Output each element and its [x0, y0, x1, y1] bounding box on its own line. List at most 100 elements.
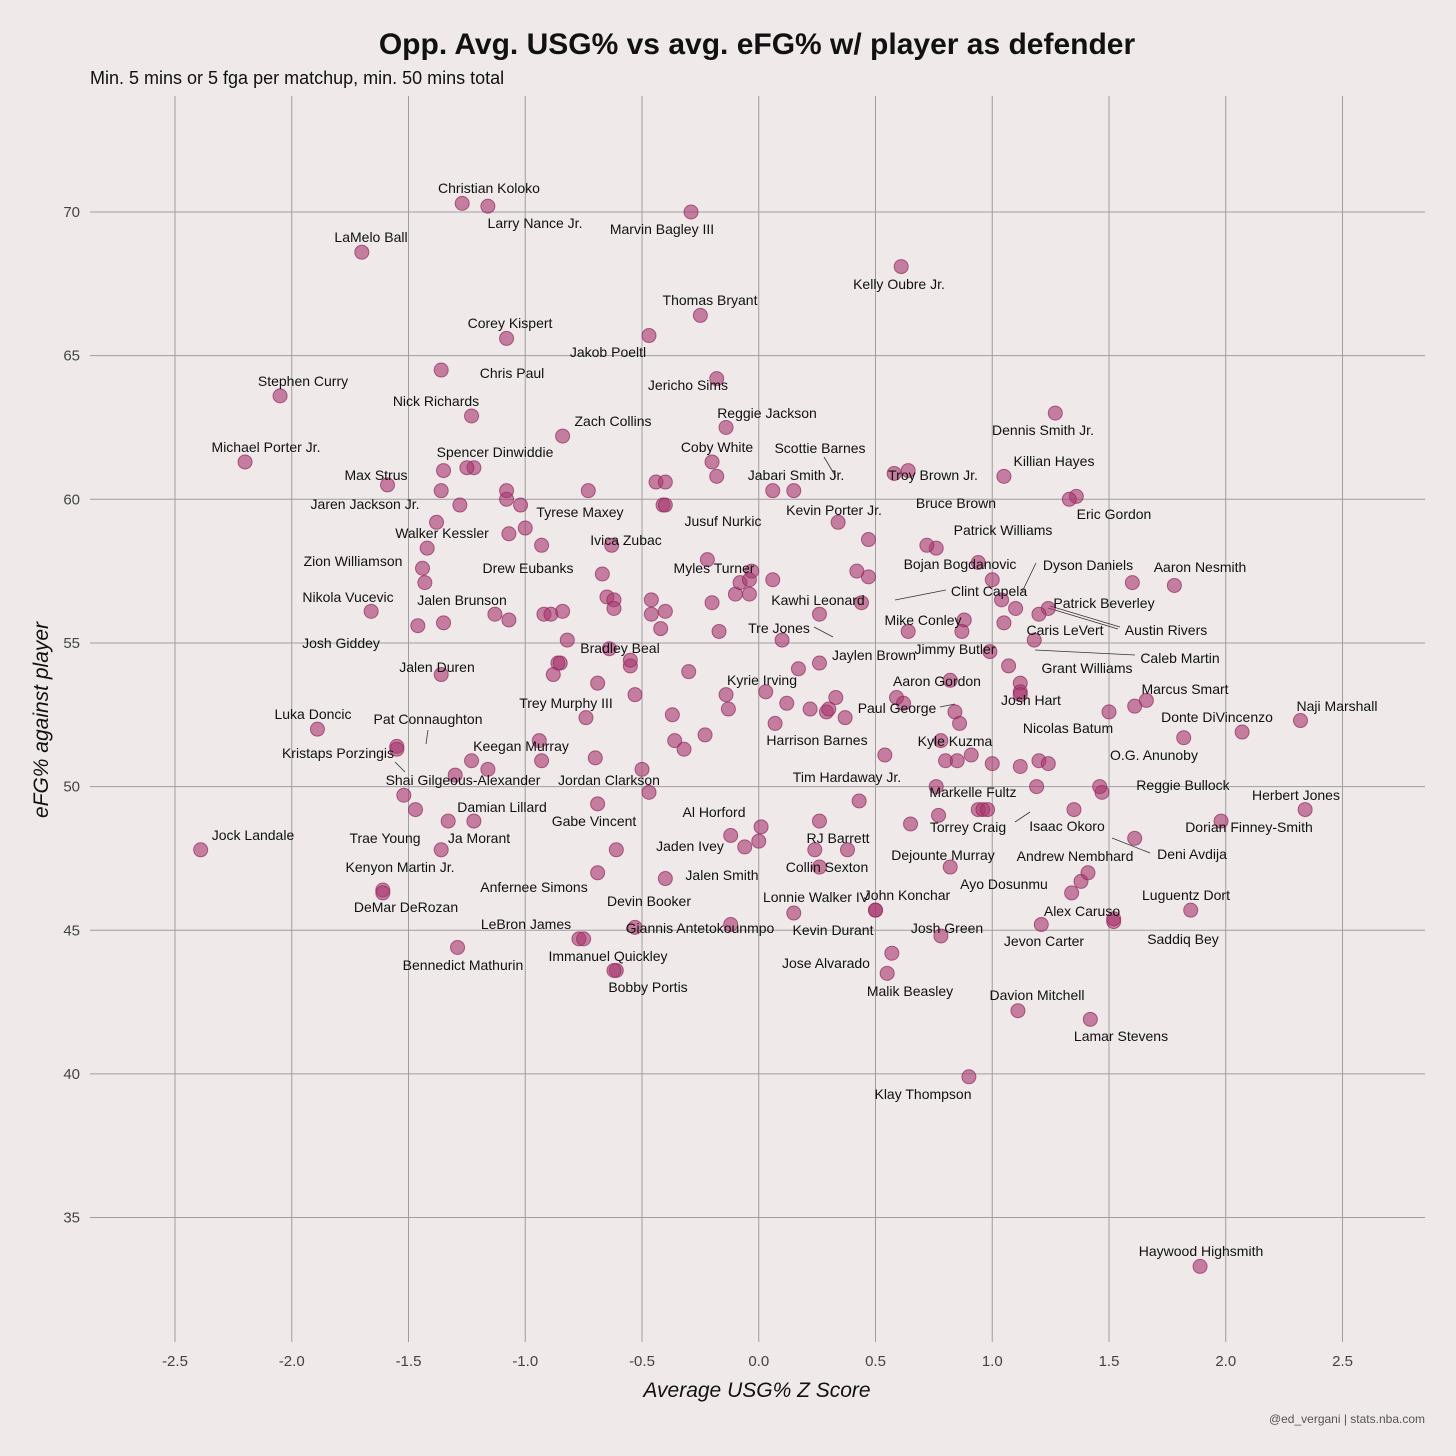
point-label: Anfernee Simons — [480, 879, 587, 895]
point-label: Immanuel Quickley — [548, 948, 667, 964]
point-label: Caleb Martin — [1140, 650, 1219, 666]
point-label: Nikola Vucevic — [302, 589, 393, 605]
data-point — [499, 491, 515, 507]
data-point — [931, 807, 947, 823]
data-point — [1213, 813, 1229, 829]
data-point — [534, 537, 550, 553]
data-point — [942, 859, 958, 875]
data-point — [487, 606, 503, 622]
point-label: Klay Thompson — [874, 1086, 971, 1102]
point-label: Coby White — [681, 439, 754, 455]
data-point — [683, 204, 699, 220]
y-tick-label: 40 — [63, 1066, 80, 1083]
data-point — [1064, 885, 1080, 901]
point-label: Pat Connaughton — [374, 711, 483, 727]
point-label: Michael Porter Jr. — [212, 439, 321, 455]
x-tick-label: 2.0 — [1215, 1353, 1236, 1370]
x-axis-ticks: -2.5 -2.0 -1.5 -1.0 -0.5 0.0 0.5 1.0 1.5 2.0 2.5 — [162, 1353, 1353, 1370]
data-point — [354, 244, 370, 260]
point-label: Jaylen Brown — [832, 647, 916, 663]
point-label: Kevin Durant — [793, 922, 874, 938]
label-leader-line — [1021, 562, 1037, 593]
data-point — [622, 652, 638, 668]
data-point — [933, 733, 949, 749]
point-label: Kawhi Leonard — [771, 592, 864, 608]
point-label: Thomas Bryant — [663, 292, 758, 308]
data-point — [436, 615, 452, 631]
data-point — [737, 839, 753, 855]
point-label: Devin Booker — [607, 893, 691, 909]
point-label: Jusuf Nurkic — [684, 513, 761, 529]
label-leader-line — [1014, 811, 1031, 823]
data-point — [627, 687, 643, 703]
point-label: Jakob Poeltl — [570, 344, 646, 360]
data-point — [839, 842, 855, 858]
point-label: Austin Rivers — [1125, 622, 1207, 638]
point-label: Spencer Dinwiddie — [437, 444, 554, 460]
data-point — [531, 733, 547, 749]
data-point — [419, 540, 435, 556]
point-label: Kenyon Martin Jr. — [346, 859, 455, 875]
point-label: Jalen Smith — [685, 867, 758, 883]
point-label: Troy Brown Jr. — [888, 467, 978, 483]
data-point — [949, 753, 965, 769]
data-point — [415, 560, 431, 576]
data-point — [942, 672, 958, 688]
data-point — [851, 793, 867, 809]
point-label: Giannis Antetokounmpo — [626, 920, 775, 936]
point-label: Bobby Portis — [608, 979, 687, 995]
point-label: Isaac Okoro — [1029, 818, 1105, 834]
x-tick-label: 0.5 — [865, 1353, 886, 1370]
data-point — [711, 623, 727, 639]
point-label: Jericho Sims — [648, 377, 728, 393]
y-tick-label: 50 — [63, 779, 80, 796]
data-point — [447, 767, 463, 783]
data-point — [1012, 687, 1028, 703]
point-label: Dorian Finney-Smith — [1185, 819, 1313, 835]
data-point — [466, 813, 482, 829]
point-label: Jalen Duren — [399, 659, 475, 675]
data-point — [454, 195, 470, 211]
data-point — [709, 371, 725, 387]
point-label: LaMelo Ball — [334, 229, 407, 245]
point-label: Kevin Porter Jr. — [786, 502, 882, 518]
data-point — [657, 497, 673, 513]
data-point — [980, 802, 996, 818]
data-point — [576, 931, 592, 947]
data-point — [606, 600, 622, 616]
data-point — [1192, 1258, 1208, 1274]
data-point — [811, 606, 827, 622]
point-label: Trey Murphy III — [519, 695, 613, 711]
data-point — [1040, 756, 1056, 772]
point-label: Jalen Brunson — [417, 592, 507, 608]
point-label: Lonnie Walker IV — [763, 889, 870, 905]
point-label: Josh Giddey — [302, 635, 380, 651]
data-point — [436, 463, 452, 479]
leader-lines — [394, 456, 1151, 854]
chart-title: Opp. Avg. USG% vs avg. eFG% w/ player as… — [379, 28, 1136, 61]
data-point — [1001, 658, 1017, 674]
data-point — [765, 572, 781, 588]
data-point — [657, 871, 673, 887]
point-label: Kelly Oubre Jr. — [853, 276, 945, 292]
point-label: Stephen Curry — [258, 373, 348, 389]
data-point — [1124, 575, 1140, 591]
y-tick-label: 60 — [63, 491, 80, 508]
data-point — [779, 695, 795, 711]
data-point — [433, 483, 449, 499]
label-leader-line — [1111, 837, 1151, 854]
data-point — [723, 827, 739, 843]
data-point — [811, 813, 827, 829]
data-point — [237, 454, 253, 470]
point-label: Bennedict Mathurin — [403, 957, 524, 973]
point-label: Davion Mitchell — [990, 987, 1085, 1003]
point-label: O.G. Anunoby — [1110, 747, 1198, 763]
label-leader-line — [939, 703, 956, 708]
data-point — [389, 741, 405, 757]
data-point — [379, 477, 395, 493]
data-point — [433, 842, 449, 858]
label-leader-line — [425, 729, 429, 745]
data-point — [954, 623, 970, 639]
data-point — [868, 902, 883, 918]
